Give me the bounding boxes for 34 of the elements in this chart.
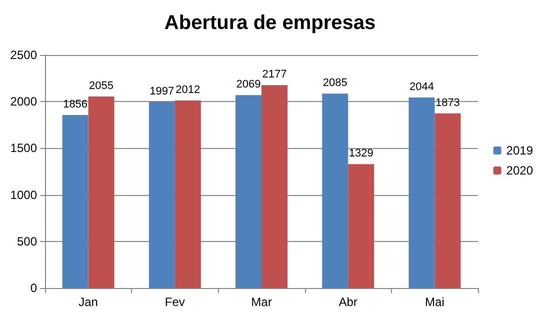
data-label: 2177 (262, 68, 287, 81)
legend-label: 2020 (506, 164, 534, 178)
chart-title: Abertura de empresas (164, 12, 376, 34)
y-tick-label: 500 (16, 234, 38, 248)
bar (408, 98, 435, 288)
y-tick-label: 1500 (10, 141, 38, 156)
data-label: 2012 (176, 84, 200, 96)
x-tick-label: Abr (338, 295, 358, 309)
bar (348, 164, 374, 288)
bar (262, 85, 288, 288)
data-label: 2055 (89, 80, 114, 92)
y-tick-label: 1000 (10, 188, 38, 202)
bar (322, 94, 348, 288)
y-tick-label: 2000 (10, 94, 38, 109)
bar (236, 95, 262, 288)
data-label: 1329 (348, 148, 374, 160)
x-tick-label: Mai (425, 295, 444, 309)
x-tick-label: Jan (78, 295, 98, 309)
data-label: 2085 (322, 77, 348, 90)
y-tick-label: 0 (30, 281, 38, 295)
bar (174, 100, 201, 288)
bar (148, 102, 175, 288)
data-label: 1873 (435, 96, 460, 109)
data-label: 2069 (236, 78, 261, 91)
legend-label: 2019 (506, 144, 534, 158)
bar (62, 115, 88, 288)
x-tick-label: Mar (251, 295, 272, 309)
data-label: 2044 (409, 81, 434, 93)
bar (88, 96, 114, 288)
bar (434, 113, 461, 288)
data-label: 1997 (150, 85, 174, 98)
x-tick-label: Fev (164, 295, 185, 309)
y-tick-label: 2500 (10, 48, 38, 62)
data-label: 1856 (63, 98, 88, 111)
